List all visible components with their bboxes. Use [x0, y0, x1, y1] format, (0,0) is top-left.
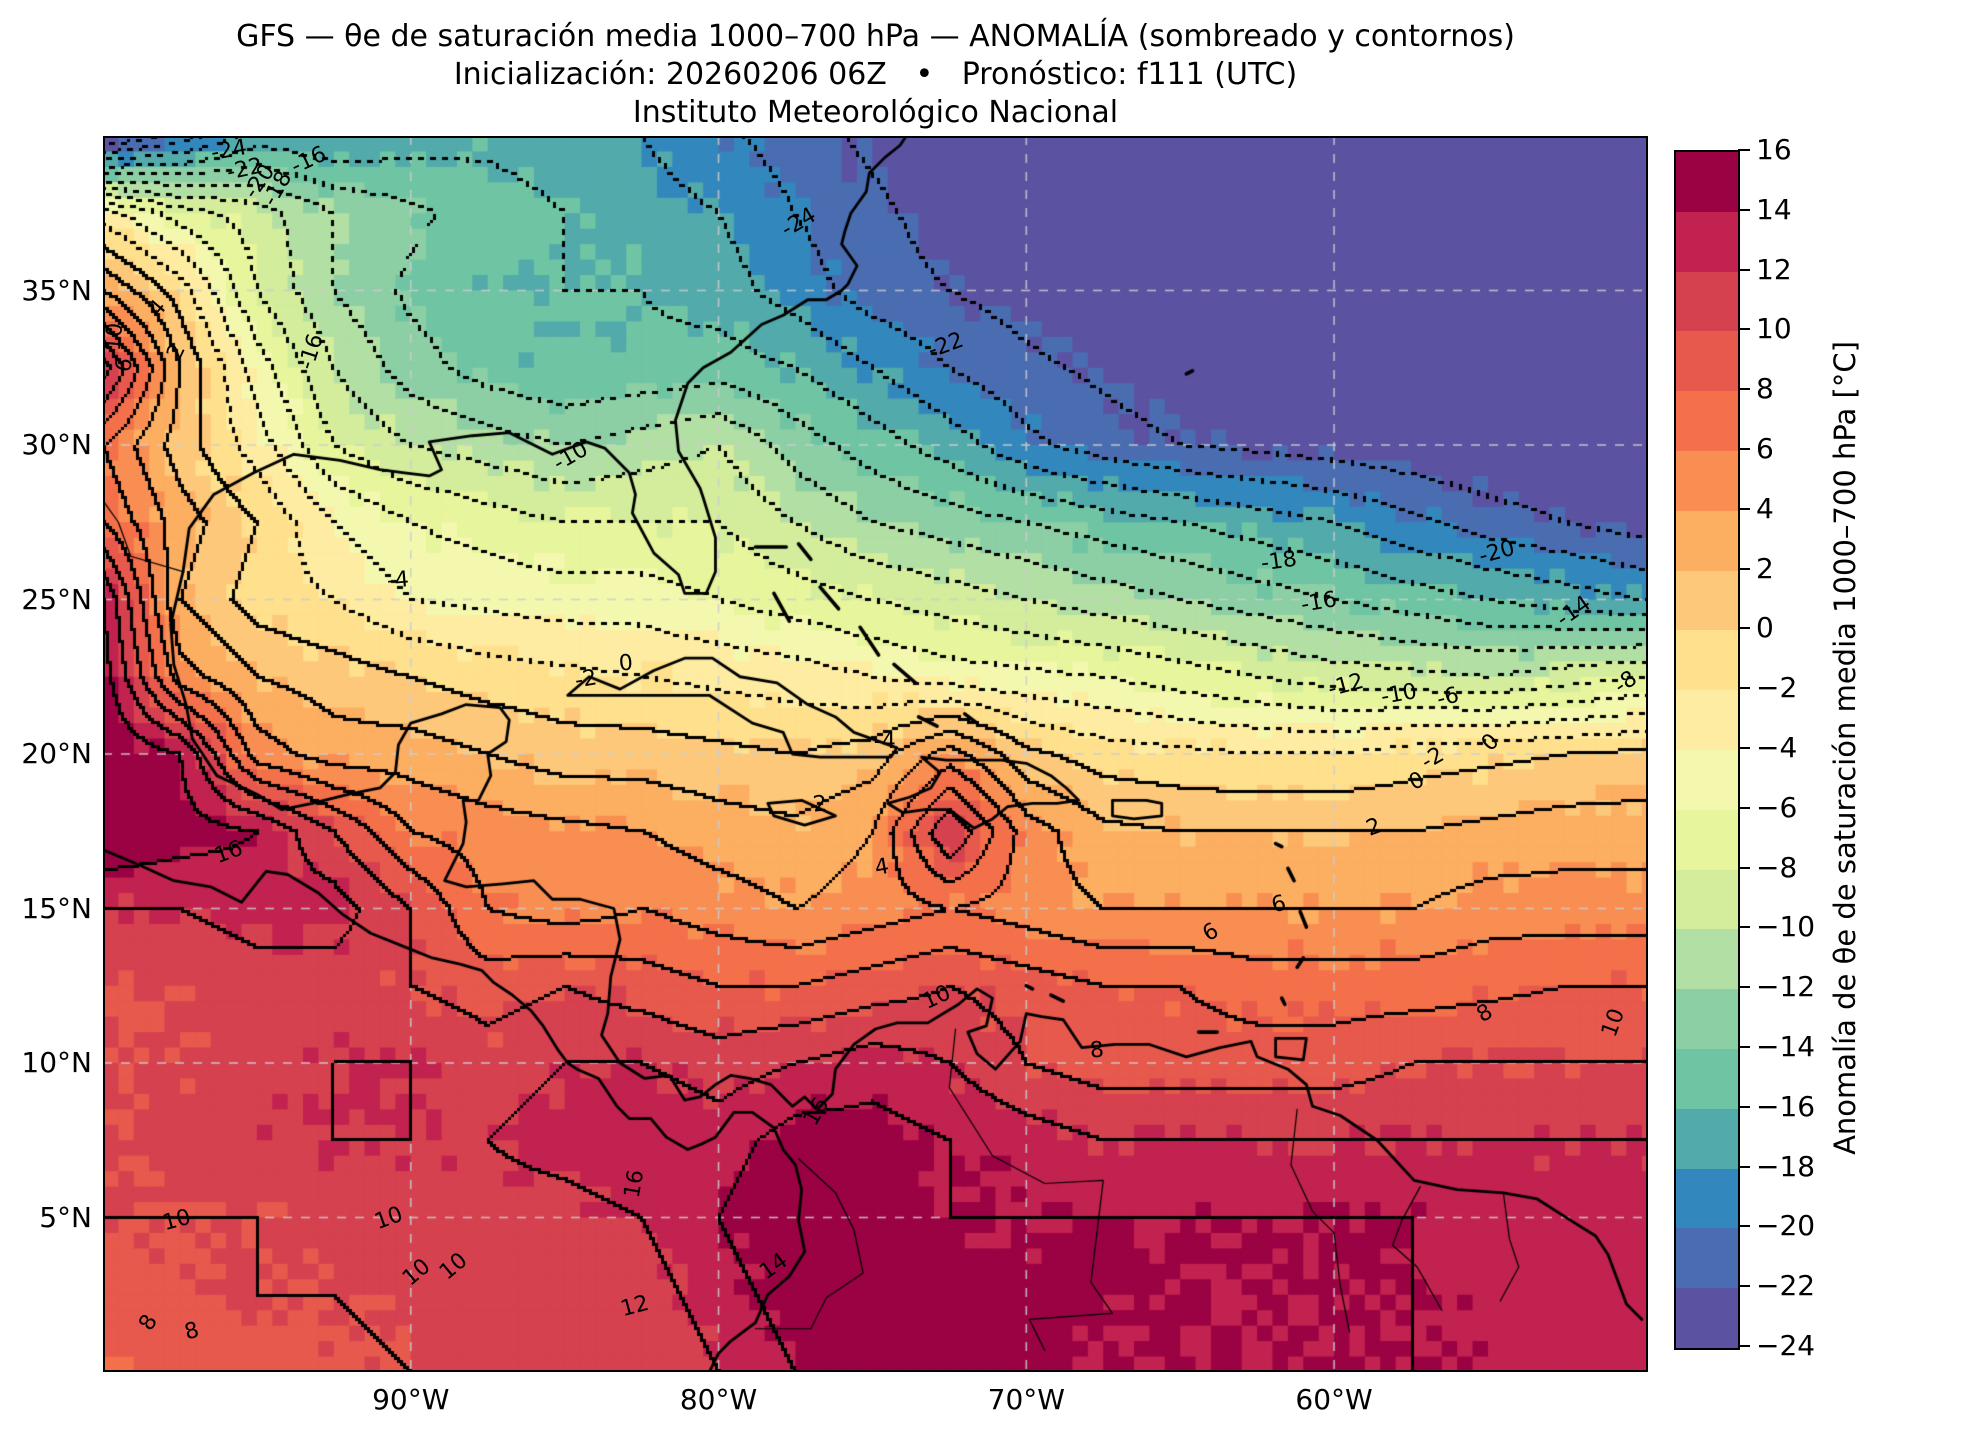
colorbar-band — [1676, 211, 1738, 272]
lat-tick-label: 35°N — [21, 273, 92, 307]
contour-label: 8 — [1088, 1037, 1106, 1064]
anomaly-map-canvas — [103, 136, 1648, 1372]
colorbar-tick-label: 10 — [1756, 312, 1792, 346]
colorbar-band — [1676, 570, 1738, 631]
lat-tick-label: 10°N — [21, 1046, 92, 1079]
contour-label: 0 — [618, 650, 635, 677]
colorbar-band — [1676, 989, 1738, 1049]
lon-tick-label: 90°W — [372, 1383, 450, 1416]
colorbar-band — [1676, 1048, 1738, 1109]
colorbar-band — [1676, 749, 1738, 810]
colorbar-tick-label: −4 — [1756, 731, 1798, 764]
colorbar-band — [1676, 450, 1738, 511]
lat-tick-label: 25°N — [21, 582, 92, 616]
contour-label: -4 — [386, 567, 411, 594]
colorbar-band — [1676, 1288, 1738, 1348]
contour-label: -4 — [873, 728, 896, 754]
colorbar-band — [1676, 630, 1738, 691]
colorbar-tick-label: 6 — [1756, 432, 1774, 465]
lon-tick-label: 60°W — [1295, 1383, 1373, 1416]
colorbar-tick-mark — [1738, 149, 1750, 151]
lat-tick-label: 5°N — [39, 1200, 92, 1234]
colorbar-tick-label: −24 — [1756, 1329, 1816, 1362]
colorbar-band — [1676, 391, 1738, 451]
colorbar-tick-label: −22 — [1756, 1269, 1816, 1303]
colorbar-tick-mark — [1738, 448, 1750, 450]
colorbar-tick-mark — [1738, 627, 1750, 630]
figure-subtitle: Inicialización: 20260206 06Z • Pronóstic… — [453, 57, 1298, 92]
colorbar-tick-mark — [1738, 208, 1750, 211]
colorbar-tick-mark — [1738, 1165, 1750, 1168]
colorbar-tick-label: −6 — [1756, 790, 1798, 824]
colorbar-tick-mark — [1738, 388, 1750, 391]
colorbar-band — [1676, 690, 1738, 750]
colorbar-band — [1676, 869, 1738, 930]
colorbar-tick-mark — [1738, 986, 1750, 989]
colorbar-tick-label: 12 — [1756, 252, 1792, 286]
colorbar-tick-mark — [1738, 687, 1750, 690]
colorbar-tick-label: 2 — [1756, 551, 1774, 585]
colorbar-tick-mark — [1738, 1225, 1750, 1228]
colorbar-tick-mark — [1738, 268, 1750, 271]
colorbar-tick-mark — [1738, 866, 1750, 869]
colorbar-tick-mark — [1738, 328, 1750, 331]
colorbar-band — [1676, 929, 1738, 990]
colorbar-band — [1676, 1108, 1738, 1169]
colorbar-band — [1676, 331, 1738, 392]
colorbar-tick-label: 8 — [1756, 372, 1774, 406]
contour-label: 16 — [620, 1167, 650, 1200]
contour-label: 10 — [101, 321, 129, 352]
colorbar-tick-label: −14 — [1756, 1030, 1816, 1063]
lat-tick-label: 15°N — [21, 891, 92, 925]
contour-label: -18 — [1259, 547, 1299, 577]
lat-tick-label: 20°N — [21, 737, 92, 770]
lon-tick-label: 70°W — [987, 1383, 1065, 1416]
colorbar-band — [1676, 1228, 1738, 1289]
colorbar-tick-mark — [1738, 1345, 1750, 1347]
contour-label: 4 — [872, 854, 891, 882]
colorbar-band — [1676, 510, 1738, 571]
colorbar — [1674, 150, 1740, 1350]
colorbar-tick-label: −8 — [1756, 850, 1798, 884]
colorbar-tick-mark — [1738, 1105, 1750, 1108]
colorbar-tick-label: 0 — [1756, 611, 1774, 645]
lon-tick-label: 80°W — [679, 1383, 758, 1416]
colorbar-tick-label: −20 — [1756, 1209, 1816, 1243]
colorbar-tick-mark — [1738, 1285, 1750, 1288]
contour-label: -16 — [1298, 586, 1339, 618]
colorbar-tick-mark — [1738, 806, 1750, 809]
colorbar-tick-mark — [1738, 747, 1750, 749]
colorbar-band — [1676, 809, 1738, 870]
colorbar-tick-label: 4 — [1756, 491, 1774, 525]
colorbar-tick-label: 16 — [1756, 133, 1792, 166]
contour-label: -2 — [573, 665, 600, 694]
colorbar-tick-label: −18 — [1756, 1149, 1816, 1183]
colorbar-tick-mark — [1738, 926, 1750, 929]
lat-tick-label: 30°N — [21, 428, 92, 461]
colorbar-band — [1676, 1168, 1738, 1229]
colorbar-tick-mark — [1738, 507, 1750, 510]
colorbar-tick-label: 14 — [1756, 192, 1792, 226]
figure-institution: Instituto Meteorológico Nacional — [632, 95, 1119, 130]
colorbar-label: Anomalía de θe de saturación media 1000–… — [1828, 341, 1862, 1155]
figure-title: GFS — θe de saturación media 1000–700 hP… — [236, 19, 1515, 54]
colorbar-band — [1676, 152, 1738, 212]
colorbar-tick-mark — [1738, 1046, 1750, 1048]
colorbar-tick-mark — [1738, 567, 1750, 570]
colorbar-tick-label: −10 — [1756, 910, 1816, 944]
colorbar-tick-label: −2 — [1756, 671, 1798, 705]
colorbar-band — [1676, 271, 1738, 332]
contour-label: 2 — [811, 791, 829, 818]
colorbar-tick-label: −12 — [1756, 970, 1816, 1004]
colorbar-tick-label: −16 — [1756, 1089, 1816, 1123]
